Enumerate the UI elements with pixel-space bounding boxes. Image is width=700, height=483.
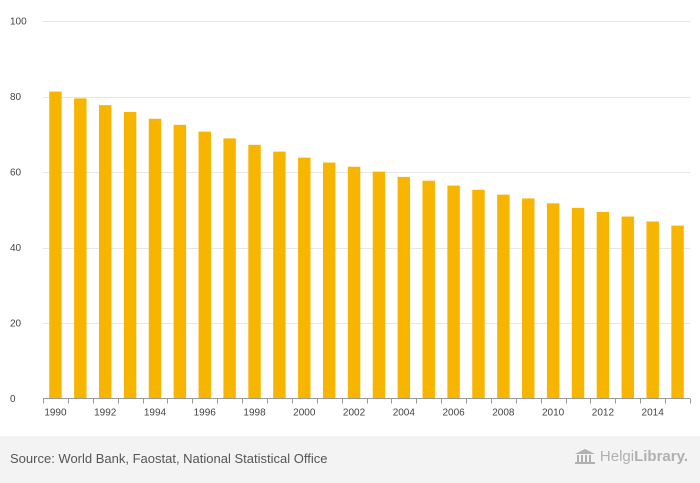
bar-2000[interactable] [298,157,311,399]
bar-2014[interactable] [646,221,659,399]
x-tick-label: 1994 [144,408,167,419]
source-note: Source: World Bank, Faostat, National St… [10,451,328,466]
footer: Source: World Bank, Faostat, National St… [0,436,700,483]
x-tick-label: 1996 [194,408,217,419]
y-tick-label: 20 [10,319,22,330]
bar-chart: 0 20 40 60 80 100 1990 1992 1994 1996 1998 2000 200… [10,17,691,419]
x-tick-label: 2012 [592,408,615,419]
bar-1995[interactable] [173,124,187,399]
bar-2013[interactable] [621,216,635,399]
y-tick-label: 0 [10,394,16,405]
bar-1991[interactable] [74,98,87,399]
x-tick-label: 1998 [243,408,266,419]
helgi-library-logo[interactable]: Helgi Library. [574,448,688,465]
bar-2005[interactable] [422,180,435,399]
bar-1997[interactable] [223,138,236,399]
bar-2003[interactable] [372,171,386,399]
bar-1993[interactable] [123,111,137,399]
bar-2002[interactable] [347,166,361,399]
bar-2015[interactable] [671,225,684,399]
brand-name-part1: Helgi [599,448,635,465]
grid-lines [43,21,690,324]
bar-1998[interactable] [248,144,261,399]
x-tick-label: 1990 [44,408,67,419]
bar-2007[interactable] [472,189,485,399]
bar-2008[interactable] [497,194,510,399]
bar-2012[interactable] [596,212,610,399]
x-tick-label: 2008 [492,408,515,419]
y-tick-label: 100 [10,17,27,28]
y-tick-label: 40 [10,243,22,254]
bar-2006[interactable] [447,185,460,399]
x-tick-label: 2014 [642,408,665,419]
library-building-icon [574,448,595,464]
bar-2010[interactable] [546,203,560,399]
bar-1994[interactable] [148,118,162,399]
bar-1992[interactable] [98,105,112,399]
x-axis: 1990 1992 1994 1996 1998 2000 2002 2004 2006 2008… [43,398,691,419]
bar-1996[interactable] [198,131,211,399]
x-tick-label: 2006 [442,408,465,419]
bar-2011[interactable] [571,207,585,399]
y-tick-label: 80 [10,92,22,103]
bars [49,91,684,399]
bar-2001[interactable] [322,162,336,399]
bar-2004[interactable] [397,176,411,399]
bar-1990[interactable] [49,91,62,399]
y-tick-label: 60 [10,168,22,179]
x-tick-label: 2000 [293,408,316,419]
bar-1999[interactable] [273,151,286,399]
y-axis: 0 20 40 60 80 100 [10,17,27,406]
x-tick-label: 1992 [94,408,117,419]
x-tick-label: 2004 [393,408,416,419]
x-tick-label: 2010 [542,408,565,419]
bar-2009[interactable] [522,198,535,399]
x-tick-label: 2002 [343,408,366,419]
brand-name-part2: Library. [634,448,688,465]
